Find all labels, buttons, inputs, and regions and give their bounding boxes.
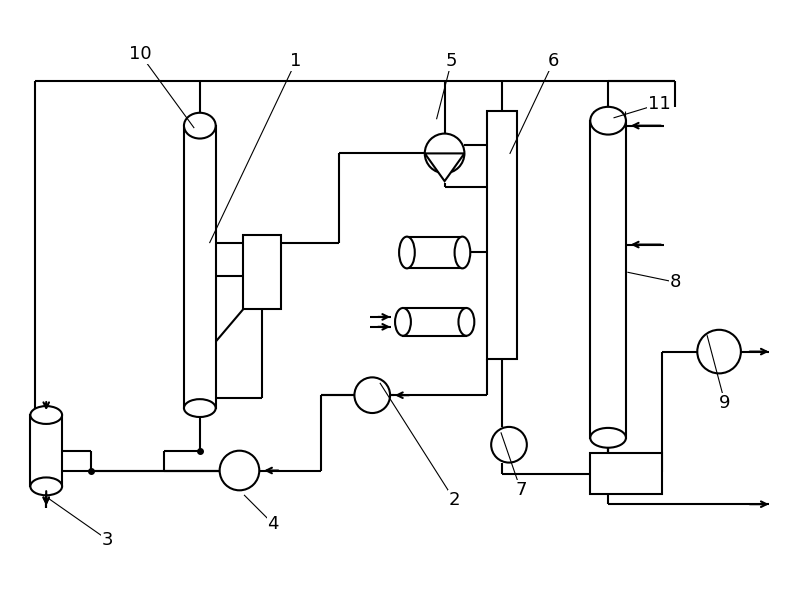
Text: 4: 4 [267,515,279,533]
Bar [184,126,216,408]
Ellipse shape [590,428,626,448]
Bar [403,308,466,336]
Ellipse shape [184,399,216,417]
Ellipse shape [395,308,411,336]
Text: 5: 5 [446,52,458,70]
Text: 9: 9 [719,394,730,412]
Bar [487,111,517,359]
Text: 2: 2 [449,491,460,509]
Circle shape [220,451,259,491]
Ellipse shape [458,308,474,336]
Text: 3: 3 [102,531,114,549]
Ellipse shape [454,236,470,268]
Circle shape [354,378,390,413]
Ellipse shape [184,113,216,139]
Ellipse shape [399,236,414,268]
Ellipse shape [590,107,626,134]
Text: 7: 7 [515,481,526,499]
Text: 11: 11 [648,95,671,113]
Text: 1: 1 [290,52,302,70]
Text: 6: 6 [548,52,559,70]
Bar [243,235,281,309]
Text: 10: 10 [129,45,152,63]
Polygon shape [425,154,465,181]
Bar [590,453,662,494]
Text: 8: 8 [670,273,681,291]
Circle shape [698,330,741,373]
Bar [407,236,462,268]
Bar [590,121,626,438]
Circle shape [425,134,465,173]
Ellipse shape [30,478,62,495]
Circle shape [491,427,527,462]
Bar [30,415,62,486]
Ellipse shape [30,406,62,424]
